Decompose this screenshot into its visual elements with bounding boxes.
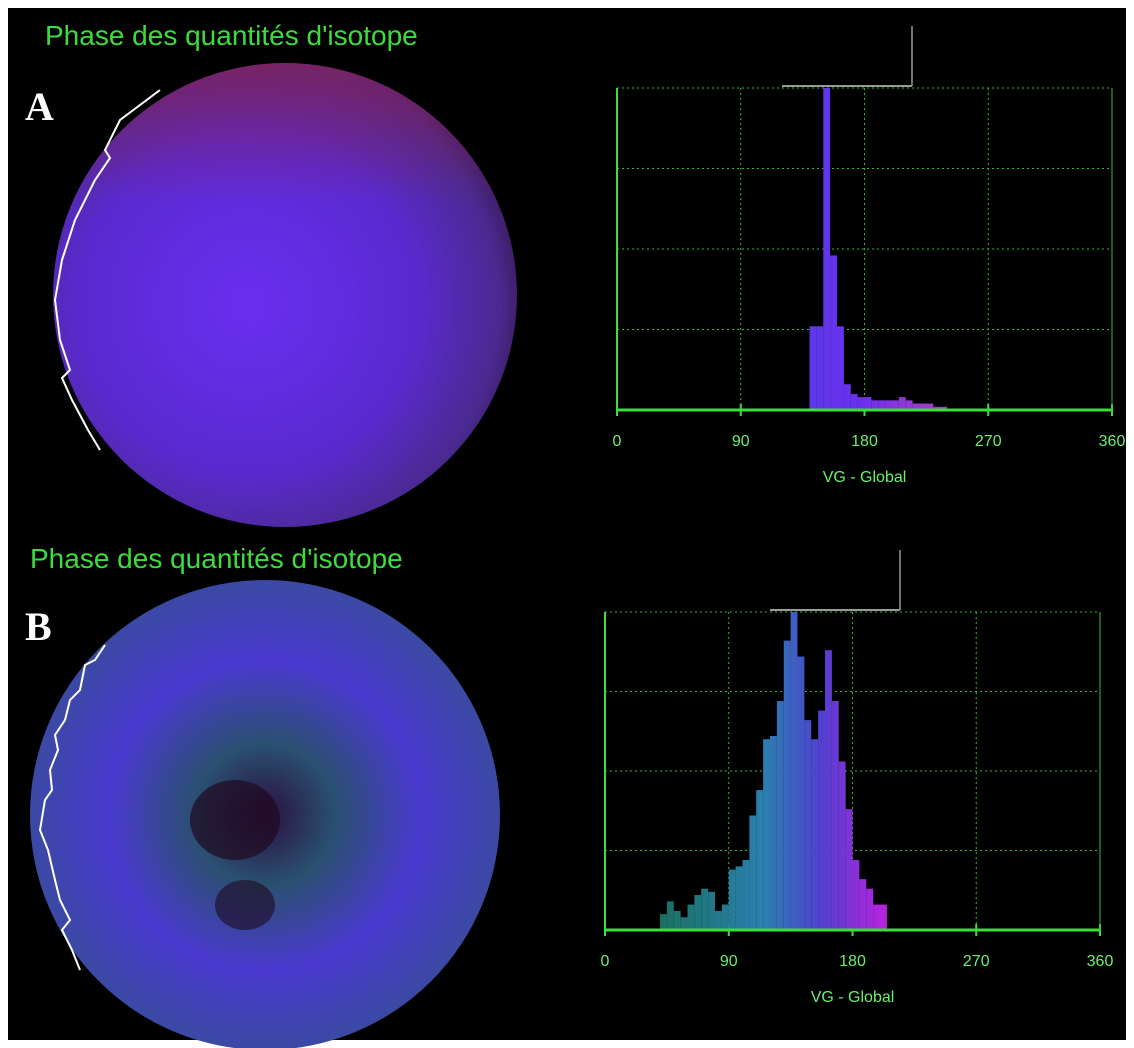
bar [694, 895, 701, 930]
bar [830, 255, 837, 410]
x-tick-label: 270 [963, 953, 990, 970]
x-axis-label: VG - Global [811, 989, 895, 1006]
bar [866, 889, 873, 930]
bar [810, 326, 817, 410]
bar [784, 641, 791, 930]
bar [681, 917, 688, 930]
bar [722, 905, 729, 930]
bar [749, 816, 756, 930]
bar [853, 860, 860, 930]
bar [839, 761, 846, 930]
bar [708, 892, 715, 930]
bar [825, 650, 832, 930]
bar [736, 866, 743, 930]
chart-title: Phase des quantités d'isotope [30, 543, 403, 574]
x-tick-label: 90 [732, 433, 750, 450]
x-tick-label: 360 [1099, 433, 1126, 450]
bar [804, 720, 811, 930]
bar [873, 905, 880, 930]
bar [816, 326, 823, 410]
x-axis-label: VG - Global [823, 469, 907, 486]
bar [791, 612, 798, 930]
bar [865, 397, 872, 410]
bar [811, 739, 818, 930]
panel-label: B [25, 604, 52, 649]
bar [756, 790, 763, 930]
bar [844, 384, 851, 410]
bar [818, 711, 825, 930]
x-tick-label: 0 [601, 953, 610, 970]
x-tick-label: 360 [1087, 953, 1114, 970]
bar [837, 326, 844, 410]
bar [743, 860, 750, 930]
figure: Phase des quantités d'isotope A 0 90 180 270 3… [0, 0, 1134, 1048]
bar [674, 911, 681, 930]
bar [660, 914, 667, 930]
bar [701, 889, 708, 930]
bar [823, 88, 830, 410]
bar [688, 905, 695, 930]
bar [851, 394, 858, 410]
page: Phase des quantités d'isotope A 0 90 180 270 3… [0, 0, 1134, 1048]
bar [667, 901, 674, 930]
bar [763, 739, 770, 930]
dark-region [190, 780, 280, 860]
phase-image-overlay [53, 63, 517, 527]
dark-region [215, 880, 275, 930]
bar [880, 905, 887, 930]
bar [846, 809, 853, 930]
x-tick-label: 180 [839, 953, 866, 970]
x-tick-label: 0 [613, 433, 622, 450]
bar [859, 879, 866, 930]
panel-label: A [25, 84, 54, 129]
chart-title: Phase des quantités d'isotope [45, 20, 418, 51]
x-tick-label: 270 [975, 433, 1002, 450]
x-tick-label: 180 [851, 433, 878, 450]
bar [899, 397, 906, 410]
bar [770, 736, 777, 930]
bar [729, 870, 736, 930]
bar [715, 911, 722, 930]
x-tick-label: 90 [720, 953, 738, 970]
bar [798, 657, 805, 930]
bar [777, 701, 784, 930]
bar [832, 701, 839, 930]
bar [858, 397, 865, 410]
